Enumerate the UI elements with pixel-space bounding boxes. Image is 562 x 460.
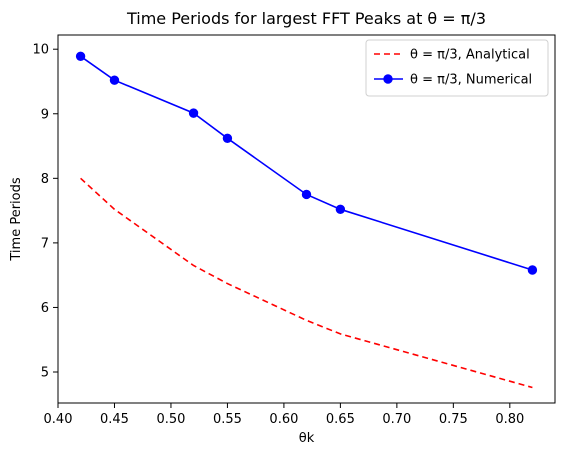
x-tick-label: 0.65 [326, 412, 355, 427]
x-tick-label: 0.70 [382, 412, 411, 427]
x-tick-label: 0.60 [269, 412, 298, 427]
y-tick-label: 8 [41, 172, 49, 187]
numerical-data-point [527, 265, 538, 275]
x-tick-label: 0.80 [495, 412, 524, 427]
y-tick-label: 9 [41, 107, 49, 122]
analytical-series-line [80, 177, 533, 389]
y-tick-label: 10 [32, 43, 49, 58]
numerical-data-point [222, 133, 233, 143]
chart-title: Time Periods for largest FFT Peaks at θ … [126, 9, 486, 28]
x-tick-label: 0.55 [213, 412, 242, 427]
legend-box [365, 39, 549, 97]
x-tick-label: 0.75 [439, 412, 468, 427]
legend-numerical-marker [383, 74, 393, 84]
y-tick-label: 6 [41, 301, 49, 316]
x-axis-label: θk [299, 431, 315, 446]
x-tick-label: 0.40 [44, 412, 73, 427]
y-axis-label: Time Periods [9, 177, 24, 261]
y-tick-label: 5 [41, 366, 49, 381]
numerical-data-point [301, 189, 312, 200]
numerical-data-point [75, 51, 86, 62]
legend-numerical-label: θ = π/3, Numerical [410, 73, 532, 88]
numerical-data-point [335, 204, 346, 215]
x-tick-label: 0.45 [100, 412, 129, 427]
plot-frame [57, 34, 556, 404]
numerical-data-point [188, 108, 199, 118]
y-tick-label: 7 [41, 236, 49, 251]
legend-analytical-label: θ = π/3, Analytical [410, 48, 530, 63]
x-tick-label: 0.50 [156, 412, 185, 427]
numerical-data-point [109, 75, 120, 85]
